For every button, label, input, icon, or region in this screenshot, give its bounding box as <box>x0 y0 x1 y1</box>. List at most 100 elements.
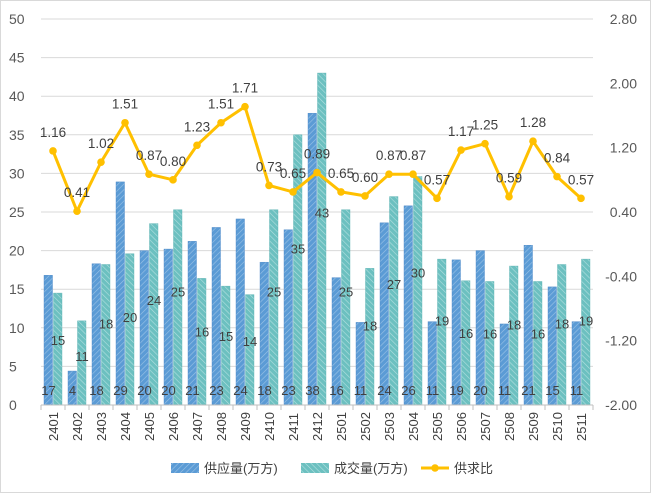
ratio-value-label: 0.87 <box>136 148 162 163</box>
supply-value-label: 23 <box>281 383 295 398</box>
supply-bar <box>379 222 389 406</box>
left-y-axis: 0 5 10 15 20 25 30 35 40 45 50 <box>9 11 25 413</box>
ratio-point <box>121 118 129 127</box>
left-tick-label: 0 <box>9 397 17 413</box>
deal-value-label: 18 <box>507 317 521 332</box>
deal-value-label: 35 <box>291 241 305 256</box>
deal-value-label: 30 <box>411 265 425 280</box>
supply-value-label: 21 <box>185 383 199 398</box>
bars <box>43 72 591 406</box>
supply-value-label: 11 <box>354 383 368 398</box>
supply-value-label: 24 <box>377 383 391 398</box>
x-tick-label: 2405 <box>142 412 157 441</box>
deal-bar <box>149 223 159 406</box>
ratio-point <box>97 158 105 166</box>
legend: 供应量(万方) 成交量(万方) 供求比 <box>171 461 493 476</box>
supply-value-label: 11 <box>426 383 440 398</box>
deal-bar <box>269 209 279 406</box>
deal-value-label: 43 <box>315 205 329 220</box>
legend-label-supply: 供应量(万方) <box>204 461 278 476</box>
left-tick-label: 35 <box>9 127 25 143</box>
supply-bar <box>163 248 173 406</box>
deal-value-label: 16 <box>195 325 209 340</box>
ratio-point <box>265 181 273 190</box>
x-tick-label: 2411 <box>286 413 301 441</box>
supply-bar <box>115 181 125 406</box>
ratio-point <box>337 188 345 196</box>
x-tick-label: 2504 <box>406 412 421 441</box>
supply-value-label: 11 <box>498 383 512 398</box>
ratio-value-label: 0.65 <box>280 166 306 181</box>
x-tick-label: 2511 <box>574 413 589 441</box>
supply-value-label: 23 <box>209 383 223 398</box>
deal-bar <box>389 196 399 406</box>
ratio-point <box>193 141 201 150</box>
ratio-value-label: 1.16 <box>40 125 66 140</box>
ratio-value-label: 1.51 <box>112 97 138 112</box>
x-tick-label: 2408 <box>214 412 229 441</box>
deal-value-label: 18 <box>99 317 113 332</box>
legend-swatch-supply <box>171 463 199 473</box>
deal-value-label: 16 <box>531 326 545 341</box>
supply-value-label: 16 <box>329 383 343 398</box>
ratio-point <box>385 170 393 179</box>
deal-value-label: 24 <box>147 293 161 308</box>
deal-value-label: 25 <box>171 285 185 300</box>
supply-value-label: 18 <box>89 383 103 398</box>
left-tick-label: 30 <box>9 165 25 181</box>
ratio-value-label: 0.57 <box>424 172 450 187</box>
x-tick-label: 2412 <box>310 412 325 441</box>
x-tick-label: 2401 <box>46 412 61 441</box>
ratio-point <box>73 207 81 215</box>
deal-value-label: 18 <box>555 317 569 332</box>
supply-bar <box>523 244 533 406</box>
data-labels: 17 4 18 29 20 20 21 23 24 18 23 38 16 11 24 26 11 19 20 11 2… <box>40 81 594 398</box>
x-tick-label: 2403 <box>94 412 109 441</box>
ratio-point <box>169 176 177 184</box>
ratio-point <box>145 170 153 179</box>
x-tick-label: 2402 <box>70 412 85 441</box>
deal-value-label: 16 <box>483 326 497 341</box>
x-tick-label: 2509 <box>526 412 541 441</box>
right-y-axis: -2.00 -1.20 -0.40 0.40 1.20 2.00 2.80 <box>605 11 637 413</box>
ratio-value-label: 0.60 <box>352 170 378 185</box>
ratio-value-label: 0.65 <box>328 166 354 181</box>
ratio-point <box>577 194 585 203</box>
deal-bar <box>341 209 351 406</box>
supply-bar <box>403 205 413 406</box>
ratio-value-label: 0.57 <box>568 172 594 187</box>
ratio-value-label: 0.59 <box>496 171 522 186</box>
left-tick-label: 10 <box>9 320 25 336</box>
deal-value-label: 25 <box>339 285 353 300</box>
ratio-value-label: 0.87 <box>376 148 402 163</box>
ratio-point <box>289 188 297 196</box>
deal-bar <box>317 72 327 406</box>
x-tick-label: 2510 <box>550 412 565 441</box>
deal-value-label: 16 <box>459 326 473 341</box>
left-tick-label: 5 <box>9 358 17 374</box>
deal-value-label: 19 <box>435 313 449 328</box>
x-tick-label: 2404 <box>118 412 133 441</box>
supply-value-label: 20 <box>161 383 175 398</box>
ratio-point <box>409 170 417 179</box>
deal-value-label: 14 <box>243 334 257 349</box>
left-tick-label: 20 <box>9 243 25 259</box>
deal-value-label: 27 <box>387 277 401 292</box>
ratio-point <box>49 147 57 155</box>
left-tick-label: 45 <box>9 50 25 66</box>
supply-bar <box>235 218 245 406</box>
deal-value-label: 18 <box>363 319 377 334</box>
x-tick-label: 2505 <box>430 412 445 441</box>
supply-value-label: 20 <box>473 383 487 398</box>
x-tick-label: 2410 <box>262 412 277 441</box>
ratio-value-label: 1.51 <box>208 97 234 112</box>
legend-swatch-deal <box>301 463 329 473</box>
legend-label-deal: 成交量(万方) <box>334 461 408 476</box>
right-tick-label: -0.40 <box>605 268 637 284</box>
supply-value-label: 19 <box>449 383 463 398</box>
ratio-point <box>505 192 513 201</box>
right-tick-label: 0.40 <box>610 204 637 220</box>
supply-value-label: 18 <box>257 383 271 398</box>
